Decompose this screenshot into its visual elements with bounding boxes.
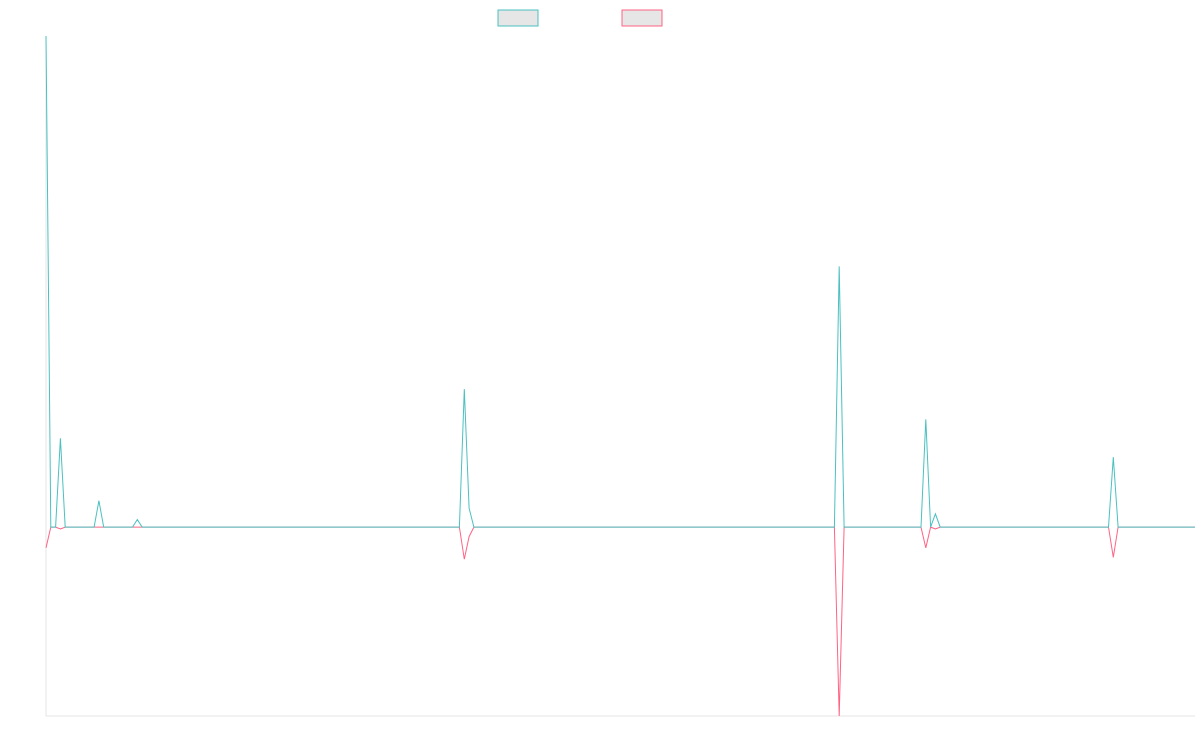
legend-swatch-series-2[interactable]	[621, 9, 663, 27]
axes	[45, 36, 1195, 717]
legend[interactable]	[497, 9, 663, 27]
legend-swatch-series-1[interactable]	[497, 9, 539, 27]
series-2-line	[45, 526, 1195, 717]
series-1-line	[45, 35, 1195, 528]
series-group	[45, 35, 1195, 717]
